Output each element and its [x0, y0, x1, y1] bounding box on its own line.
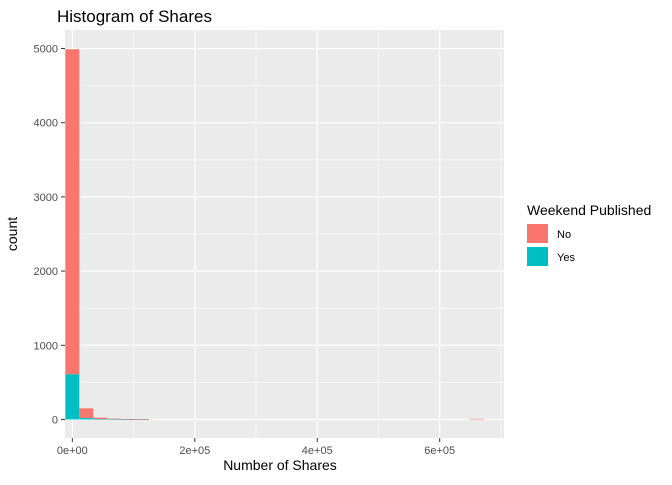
y-tick-label: 3000 [34, 192, 58, 204]
legend: Weekend Published No Yes [527, 202, 651, 266]
bar-no [470, 418, 485, 420]
legend-title: Weekend Published [527, 202, 651, 218]
y-axis-title: count [4, 217, 20, 251]
chart-title: Histogram of Shares [57, 7, 212, 26]
bar-yes [107, 419, 122, 420]
bar-no [121, 418, 136, 420]
y-tick-label: 0 [52, 414, 58, 426]
bar-no [65, 49, 80, 375]
y-tick-label: 2000 [34, 266, 58, 278]
legend-swatch-no [527, 224, 548, 243]
histogram-bars [65, 49, 485, 420]
bar-no [107, 418, 122, 420]
x-tick-label: 2e+05 [179, 445, 210, 457]
bar-yes [65, 374, 80, 420]
x-tick-label: 0e+00 [57, 445, 88, 457]
bar-yes [79, 417, 94, 420]
legend-swatch-yes [527, 247, 548, 266]
legend-label-yes: Yes [557, 252, 575, 264]
bar-yes [93, 419, 108, 420]
y-tick-label: 4000 [34, 118, 58, 130]
x-axis: 0e+00 2e+05 4e+05 6e+05 [57, 438, 455, 457]
bar-no [135, 419, 150, 420]
y-axis: 0 1000 2000 3000 4000 5000 [34, 44, 65, 426]
y-tick-label: 5000 [34, 44, 58, 56]
bar-no [79, 408, 94, 418]
x-axis-title: Number of Shares [223, 457, 337, 473]
bar-no [93, 417, 108, 420]
y-tick-label: 1000 [34, 340, 58, 352]
x-tick-label: 4e+05 [302, 445, 333, 457]
legend-label-no: No [557, 229, 571, 241]
x-tick-label: 6e+05 [424, 445, 455, 457]
bar-yes [121, 419, 136, 420]
minor-gridlines [65, 30, 504, 438]
